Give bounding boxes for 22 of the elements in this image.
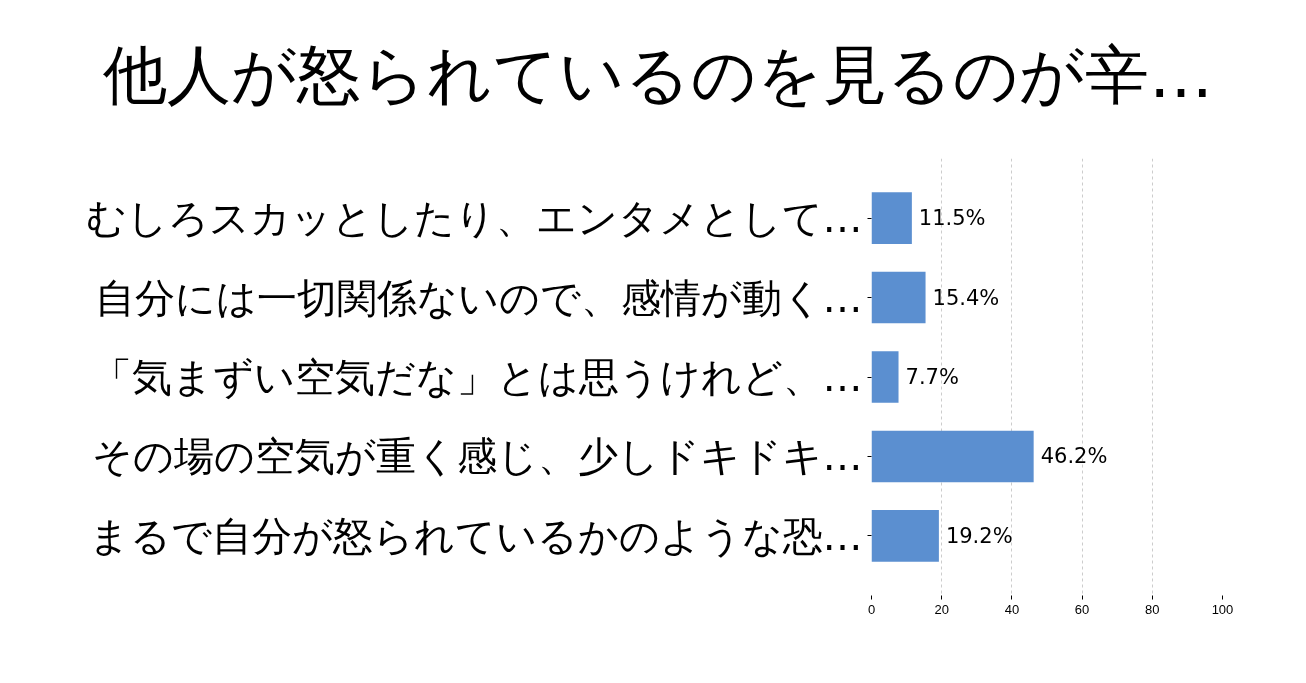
y-tick-label: その場の空気が重く感じ、少しドキドキ… [91,433,863,480]
x-tick-label: 0 [867,601,876,617]
y-tick-label: まるで自分が怒られているかのような恐… [88,512,863,559]
y-tick-label: 「気まずい空気だな」とは思うけれど、… [91,354,863,400]
x-tick-label: 80 [1145,601,1160,617]
x-tick-label: 20 [934,601,949,617]
y-tick-label: むしろスカッとしたり、エンタメとして… [85,195,863,242]
chart-title: 他人が怒られているのを見るのが辛… [103,37,1213,114]
x-tick-label: 60 [1074,601,1090,617]
bar [871,192,912,244]
data-label: 46.2% [1040,444,1108,469]
bar [871,351,899,403]
x-tick-label: 100 [1211,601,1234,617]
y-tick-label: 自分には一切関係ないので、感情が動く… [94,274,863,321]
data-label: 11.5% [918,206,986,231]
data-label: 19.2% [945,523,1013,548]
data-label: 15.4% [932,285,1000,310]
data-label: 7.7% [905,365,959,389]
bar [871,430,1034,483]
bar [871,510,939,562]
bar [871,271,926,324]
x-tick-label: 40 [1004,601,1020,617]
